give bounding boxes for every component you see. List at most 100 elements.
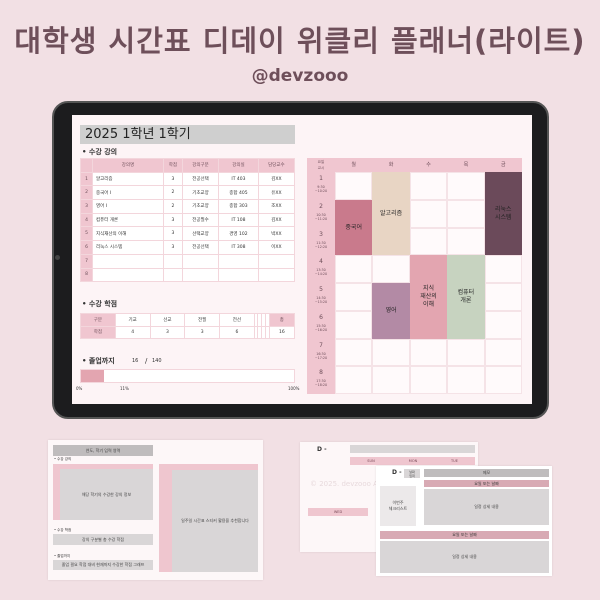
class-block[interactable]: 리눅스 시스템 bbox=[484, 172, 522, 256]
timetable-cell[interactable] bbox=[409, 338, 448, 367]
timetable-cell[interactable] bbox=[447, 199, 485, 228]
timetable-cell[interactable] bbox=[447, 338, 485, 367]
date-label-bottom: 요일 또는 날짜 bbox=[380, 531, 549, 539]
credits-earned: 16 bbox=[132, 358, 139, 364]
period-time: 11:30 ~12:20 bbox=[314, 240, 328, 249]
day-tue: TUE bbox=[434, 457, 475, 465]
preview-guide-card: 연도, 학기 입력 영역 • 수강 강의 해당 학기의 수강한 강의 정보 • … bbox=[48, 440, 263, 580]
table-cell bbox=[162, 253, 183, 269]
timetable-cell[interactable] bbox=[409, 227, 448, 256]
table-cell: IT 108 bbox=[218, 212, 259, 228]
day-header: 수 bbox=[409, 158, 448, 172]
class-block[interactable]: 알고리즘 bbox=[372, 172, 410, 256]
period-time: 16:30 ~17:20 bbox=[314, 351, 328, 360]
timetable-cell[interactable] bbox=[484, 283, 522, 311]
table-cell: 전공필수 bbox=[181, 212, 220, 228]
detail-top: 일정 상세 내용 bbox=[424, 489, 549, 525]
courses-heading: • 수강 강의 bbox=[82, 148, 118, 156]
table-cell: 이XX bbox=[257, 240, 296, 255]
credits-cell: 전선 bbox=[219, 313, 255, 327]
timetable-cell[interactable] bbox=[372, 255, 410, 283]
timetable-cell[interactable] bbox=[372, 338, 410, 367]
class-block[interactable]: 컴퓨터 개론 bbox=[447, 255, 485, 339]
timetable-cell[interactable] bbox=[484, 366, 522, 394]
row-number: 4 bbox=[80, 212, 93, 228]
period-label: 6 15:30 ~16:20 bbox=[307, 310, 335, 339]
credits-table: 구분 기교 선교 전필 전선 총 학점 4 3 3 6 16 bbox=[80, 313, 296, 339]
timetable-cell[interactable] bbox=[372, 366, 410, 394]
timetable-cell[interactable] bbox=[335, 283, 373, 311]
table-cell: 중국어 I bbox=[92, 185, 164, 201]
table-cell: 2 bbox=[162, 199, 183, 214]
row-number: 2 bbox=[80, 185, 93, 201]
page-title: 대학생 시간표 디데이 위클리 플래너(라이트) bbox=[14, 24, 586, 58]
table-cell: 김XX bbox=[257, 212, 296, 228]
table-cell: 박XX bbox=[257, 226, 296, 242]
day-header: 목 bbox=[447, 158, 485, 172]
table-cell: 3 bbox=[162, 240, 183, 255]
period-time: 17:30 ~18:20 bbox=[314, 379, 328, 388]
timetable-cell[interactable] bbox=[409, 172, 448, 200]
timetable-cell[interactable] bbox=[335, 366, 373, 394]
column-header: 담당교수 bbox=[257, 158, 296, 173]
credits-cell: 전필 bbox=[184, 313, 220, 327]
courses-header-row: 강의명 학점 강의구분 강의실 담당교수 bbox=[80, 158, 296, 173]
period-number: 5 bbox=[319, 286, 323, 293]
table-cell: 전공선택 bbox=[181, 240, 220, 255]
timetable-cell[interactable] bbox=[447, 227, 485, 256]
timetable-cell[interactable] bbox=[484, 338, 522, 367]
table-cell: 경영 102 bbox=[218, 226, 259, 242]
class-block[interactable]: 중국어 bbox=[335, 199, 373, 256]
period-label: 4 13:30 ~14:20 bbox=[307, 255, 335, 283]
camera-icon bbox=[55, 255, 60, 260]
timetable-cell[interactable] bbox=[335, 255, 373, 283]
credits-cell: 총 bbox=[268, 313, 296, 327]
credits-cell: 3 bbox=[149, 325, 186, 339]
table-row: 6 리눅스 시스템 3 전공선택 IT 308 이XX bbox=[80, 240, 296, 255]
table-cell bbox=[92, 267, 164, 283]
period-time: 9:30 ~10:20 bbox=[314, 185, 328, 193]
credits-cell: 6 bbox=[219, 325, 255, 339]
semester-title: 2025 1학년 1학기 bbox=[80, 125, 295, 144]
timetable-cell[interactable] bbox=[484, 310, 522, 339]
day-header: 금 bbox=[484, 158, 522, 172]
column-header: 강의구분 bbox=[181, 158, 220, 173]
memo-bar: 메모 bbox=[424, 469, 549, 477]
table-cell: 기초교양 bbox=[181, 185, 220, 201]
column-header: 학점 bbox=[162, 158, 183, 173]
progress-label-current: 11% bbox=[120, 386, 129, 391]
timetable-cell[interactable] bbox=[335, 310, 373, 339]
timetable-cell[interactable] bbox=[447, 366, 485, 394]
timetable-cell[interactable] bbox=[409, 366, 448, 394]
table-cell: 컴퓨터 개론 bbox=[92, 212, 164, 228]
timetable-cell[interactable] bbox=[447, 172, 485, 200]
row-label: 학점 bbox=[80, 325, 116, 339]
timetable-cell[interactable] bbox=[409, 199, 448, 228]
guide-credits-area: 강의 구분별 총 수강 학점 bbox=[53, 534, 153, 545]
progress-label-start: 0% bbox=[76, 386, 83, 391]
class-block[interactable]: 지식 재산의 이해 bbox=[409, 255, 448, 339]
table-row: 5 지식재산의 이해 3 선택교양 경영 102 박XX bbox=[80, 226, 296, 242]
guide-grad-area: 졸업 필요 학점 대비 현재까지 수강한 학점 그래프 bbox=[53, 560, 153, 570]
table-cell: IT 308 bbox=[218, 240, 259, 255]
timetable-cell[interactable] bbox=[335, 338, 373, 367]
guide-courses-area: 해당 학기의 수강한 강의 정보 bbox=[60, 469, 153, 520]
day-mon: MON bbox=[392, 457, 434, 465]
table-cell: IT 403 bbox=[218, 171, 259, 187]
table-cell: 알고리즘 bbox=[92, 171, 164, 187]
table-cell: 기초교양 bbox=[181, 199, 220, 214]
preview-front-card: D - 날짜 입력 메모 이번주 체크리스트 요일 또는 날짜 일정 상세 내용… bbox=[376, 466, 552, 576]
timetable-cell[interactable] bbox=[335, 172, 373, 200]
period-time: 13:30 ~14:20 bbox=[314, 268, 328, 277]
timetable-cell[interactable] bbox=[484, 255, 522, 283]
credits-cell: 기교 bbox=[114, 313, 151, 327]
period-time: 14:30 ~15:20 bbox=[314, 296, 328, 304]
class-block[interactable]: 영어 bbox=[372, 283, 410, 339]
credits-cell: 3 bbox=[184, 325, 220, 339]
table-cell bbox=[181, 253, 220, 269]
back-dday-label: D - bbox=[317, 446, 327, 453]
weekly-checklist: 이번주 체크리스트 bbox=[380, 486, 416, 526]
period-number: 4 bbox=[319, 258, 323, 266]
row-number: 5 bbox=[80, 226, 93, 242]
corner-day-label: 요일 bbox=[317, 160, 325, 164]
